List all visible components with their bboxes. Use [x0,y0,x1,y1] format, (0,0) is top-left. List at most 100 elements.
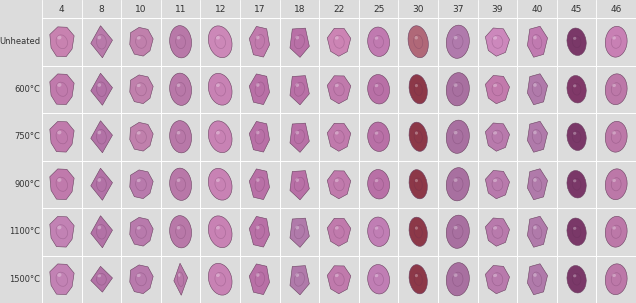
Polygon shape [485,265,509,294]
Ellipse shape [177,226,181,229]
Ellipse shape [493,36,497,40]
Polygon shape [328,28,351,56]
Text: 600°C: 600°C [14,85,40,94]
Bar [517,208,556,255]
Bar [478,65,517,113]
Polygon shape [485,171,509,199]
Ellipse shape [137,179,141,182]
Bar [597,65,636,113]
Ellipse shape [375,132,378,135]
Ellipse shape [493,226,497,230]
Polygon shape [527,26,548,57]
Ellipse shape [137,226,141,230]
Bar [42,65,81,113]
Ellipse shape [415,84,418,87]
Ellipse shape [567,75,586,103]
Polygon shape [328,171,351,199]
Text: 40: 40 [531,5,543,14]
Polygon shape [249,169,270,200]
Ellipse shape [453,83,457,87]
Bar [81,18,121,65]
Ellipse shape [375,179,378,182]
Ellipse shape [368,170,389,199]
Ellipse shape [209,73,232,105]
Ellipse shape [295,36,299,39]
Polygon shape [485,218,509,246]
Bar [42,0,636,18]
Ellipse shape [137,84,141,87]
Bar [200,208,240,255]
Bar [478,113,517,161]
Ellipse shape [97,83,101,87]
Bar [556,65,597,113]
Polygon shape [290,266,309,295]
Ellipse shape [493,274,497,277]
Bar [81,113,121,161]
Polygon shape [91,168,113,200]
Ellipse shape [533,83,537,87]
Ellipse shape [567,171,586,198]
Bar [359,65,398,113]
Polygon shape [50,27,74,57]
Bar [556,161,597,208]
Ellipse shape [375,226,378,230]
Bar [240,18,280,65]
Ellipse shape [573,132,576,135]
Polygon shape [130,75,153,104]
Bar [597,18,636,65]
Polygon shape [527,74,548,105]
Text: 11: 11 [175,5,186,14]
Ellipse shape [335,131,339,135]
Ellipse shape [209,216,232,248]
Polygon shape [328,123,351,151]
Text: 37: 37 [452,5,464,14]
Ellipse shape [57,273,62,277]
Ellipse shape [533,226,537,229]
Ellipse shape [573,179,576,182]
Bar [398,113,438,161]
Text: 900°C: 900°C [14,180,40,189]
Bar [597,113,636,161]
Text: 4: 4 [59,5,65,14]
Ellipse shape [533,35,537,39]
Ellipse shape [533,273,537,277]
Text: 25: 25 [373,5,384,14]
Bar [597,255,636,303]
Bar [517,113,556,161]
Bar [0,0,42,303]
Bar [240,65,280,113]
Ellipse shape [415,226,418,230]
Ellipse shape [209,121,232,153]
Text: Unheated: Unheated [0,37,40,46]
Ellipse shape [335,36,339,40]
Polygon shape [290,123,309,152]
Ellipse shape [216,83,220,87]
Bar [438,255,478,303]
Ellipse shape [453,226,457,229]
Polygon shape [290,218,309,247]
Polygon shape [50,74,74,105]
Polygon shape [130,170,153,198]
Bar [478,161,517,208]
Ellipse shape [573,274,576,277]
Ellipse shape [256,83,259,87]
Text: 45: 45 [571,5,583,14]
Bar [556,113,597,161]
Ellipse shape [57,83,62,87]
Ellipse shape [493,84,497,87]
Polygon shape [50,216,74,247]
Bar [319,161,359,208]
Ellipse shape [209,26,232,58]
Bar [359,208,398,255]
Ellipse shape [605,121,627,152]
Polygon shape [527,121,548,152]
Ellipse shape [446,120,469,153]
Bar [161,113,200,161]
Ellipse shape [178,273,181,277]
Text: 1500°C: 1500°C [9,275,40,284]
Ellipse shape [137,131,141,135]
Bar [280,161,319,208]
Ellipse shape [612,179,616,182]
Bar [42,18,81,65]
Polygon shape [91,121,113,153]
